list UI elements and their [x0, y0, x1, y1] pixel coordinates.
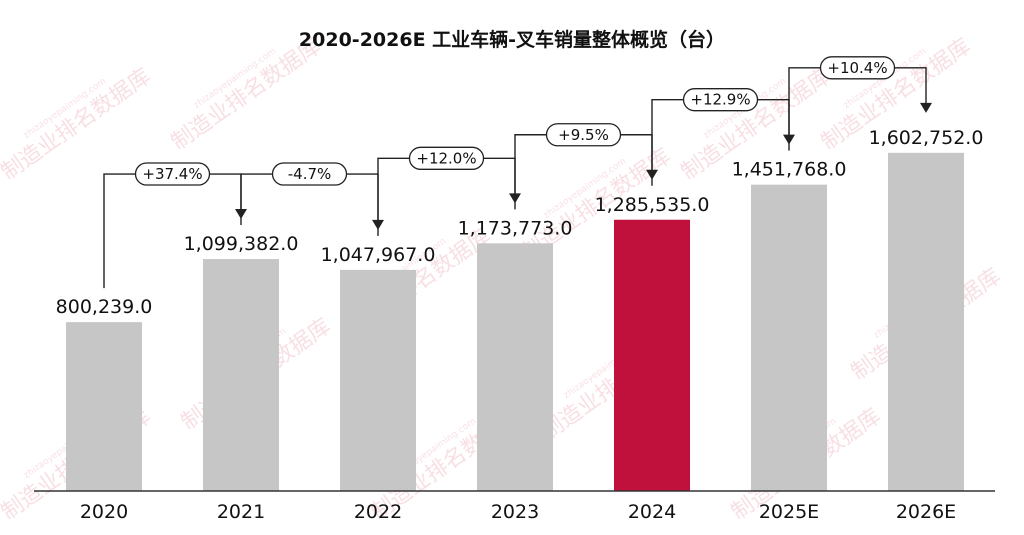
- bar-2026E: [888, 152, 964, 491]
- value-label-2021: 1,099,382.0: [184, 233, 299, 255]
- category-label-2022: 2022: [354, 501, 402, 523]
- labels-layer: 800,239.0 2020 1,099,382.0 2021 1,047,967.0 2…: [56, 127, 984, 523]
- watermark-text: 制造业排名数据库: [0, 64, 156, 185]
- bars-layer: [66, 152, 964, 492]
- value-label-2022: 1,047,967.0: [321, 244, 436, 266]
- bar-2021: [203, 259, 279, 491]
- growth-label-1: +37.4%: [142, 165, 202, 183]
- growth-pill-2: [271, 162, 348, 186]
- category-label-2026E: 2026E: [896, 501, 956, 523]
- category-label-2020: 2020: [80, 501, 128, 523]
- growth-label-2: -4.7%: [288, 165, 332, 183]
- growth-pill-3: [408, 146, 485, 170]
- growth-label-6: +10.4%: [827, 59, 887, 77]
- bar-2024: [614, 219, 690, 491]
- bar-2022: [340, 269, 416, 491]
- bar-2023: [477, 243, 553, 491]
- bar-2025E: [751, 184, 827, 492]
- value-label-2020: 800,239.0: [56, 296, 153, 318]
- watermark-text: 制造业排名数据库: [167, 34, 326, 155]
- growth-pill-6: [819, 56, 896, 80]
- growth-pill-1: [134, 162, 211, 186]
- growth-layer: +37.4% -4.7% +12.0% +9.5% +12.9% +10.4%: [103, 56, 932, 289]
- growth-arrowhead-6: [920, 102, 932, 113]
- value-label-2026E: 1,602,752.0: [869, 127, 984, 149]
- category-label-2021: 2021: [217, 501, 265, 523]
- value-label-2024: 1,285,535.0: [595, 194, 710, 216]
- growth-label-5: +12.9%: [690, 91, 750, 109]
- bar-2020: [66, 322, 142, 491]
- category-label-2025E: 2025E: [759, 501, 819, 523]
- growth-label-4: +9.5%: [558, 126, 609, 144]
- value-label-2023: 1,173,773.0: [458, 217, 573, 239]
- growth-label-3: +12.0%: [416, 149, 476, 167]
- growth-pill-5: [682, 88, 759, 112]
- category-label-2023: 2023: [491, 501, 539, 523]
- chart-title: 2020-2026E 工业车辆-叉车销量整体概览（台）: [299, 28, 725, 51]
- category-label-2024: 2024: [628, 501, 676, 523]
- growth-pill-4: [545, 123, 622, 147]
- value-label-2025E: 1,451,768.0: [732, 159, 847, 181]
